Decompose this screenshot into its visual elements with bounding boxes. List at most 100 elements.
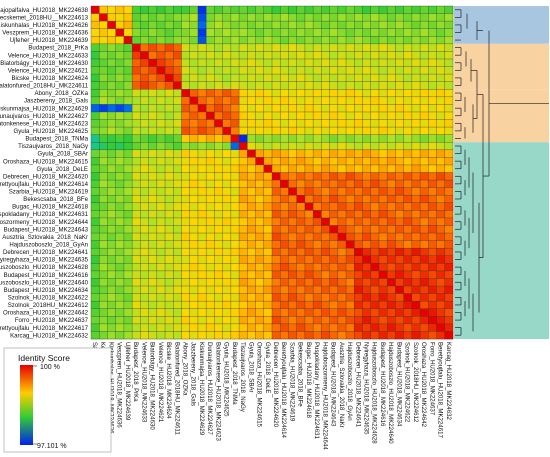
heatmap-cell: [420, 36, 429, 45]
heatmap-cell: [420, 58, 429, 67]
heatmap-cell: [239, 13, 248, 22]
heatmap-cell: [378, 43, 388, 52]
heatmap-cell: [362, 225, 372, 234]
heatmap-cell: [148, 43, 158, 52]
heatmap-cell: [387, 127, 396, 135]
heatmap-cell: [206, 134, 215, 143]
heatmap-cell: [123, 240, 133, 249]
heatmap-cell: [115, 187, 125, 196]
heatmap-cell: [115, 210, 125, 219]
dendrogram: [454, 6, 549, 339]
heatmap-cell: [304, 202, 314, 211]
heatmap-cell: [132, 195, 141, 204]
heatmap-cell: [288, 286, 297, 294]
heatmap-cell: [132, 323, 141, 332]
heatmap-cell: [378, 157, 388, 166]
heatmap-cell: [329, 240, 339, 249]
heatmap-cell: [255, 286, 265, 294]
heatmap-cell: [313, 119, 322, 128]
heatmap-cell: [99, 21, 108, 30]
heatmap-cell: [230, 331, 240, 340]
heatmap-cell: [247, 28, 256, 37]
heatmap-cell: [91, 308, 100, 317]
heatmap-cell: [148, 58, 158, 67]
heatmap-cell: [321, 74, 330, 82]
column-label: Berettyoujfalu_HU2018_MK224614: [280, 342, 287, 438]
heatmap-cell: [214, 89, 223, 98]
heatmap-cell: [181, 202, 191, 211]
heatmap-cell: [403, 278, 413, 287]
heatmap-cell: [436, 111, 446, 120]
heatmap-cell: [132, 225, 141, 234]
heatmap-cell: [313, 89, 322, 98]
heatmap-cell: [436, 202, 446, 211]
heatmap-cell: [189, 172, 199, 181]
heatmap-cell: [288, 263, 297, 272]
heatmap-cell: [148, 180, 158, 188]
heatmap-cell: [148, 157, 158, 166]
heatmap-cell: [387, 89, 396, 98]
heatmap-cell: [222, 6, 232, 14]
heatmap-cell: [165, 142, 174, 151]
heatmap-cell: [378, 187, 388, 196]
heatmap-cell: [280, 6, 289, 14]
heatmap-cell: [288, 210, 297, 219]
heatmap-cell: [288, 225, 297, 234]
heatmap-cell: [288, 217, 297, 226]
heatmap-cell: [181, 74, 191, 82]
heatmap-cell: [99, 13, 108, 22]
heatmap-cell: [222, 301, 232, 310]
heatmap-cell: [230, 240, 240, 249]
heatmap-cell: [272, 96, 281, 105]
heatmap-cell: [337, 127, 347, 135]
heatmap-cell: [288, 104, 297, 113]
heatmap-cell: [362, 74, 372, 82]
heatmap-cell: [362, 278, 372, 287]
heatmap-cell: [387, 270, 396, 279]
heatmap-cell: [370, 81, 380, 90]
heatmap-cell: [206, 286, 215, 294]
heatmap-cell: [395, 134, 404, 143]
heatmap-cell: [272, 255, 281, 264]
heatmap-cell: [420, 74, 429, 82]
heatmap-cell: [230, 157, 240, 166]
heatmap-cell: [313, 255, 322, 264]
heatmap-cell: [148, 202, 158, 211]
heatmap-cell: [247, 111, 256, 120]
heatmap-cell: [329, 81, 339, 90]
heatmap-cell: [148, 225, 158, 234]
heatmap-cell: [403, 51, 413, 60]
heatmap-cell: [280, 278, 289, 287]
heatmap-cell: [321, 278, 330, 287]
heatmap-cell: [428, 74, 437, 82]
heatmap-cell: [378, 248, 388, 257]
heatmap-cell: [296, 225, 306, 234]
heatmap-cell: [411, 142, 421, 151]
heatmap-cell: [370, 263, 380, 272]
heatmap-cell: [304, 195, 314, 204]
heatmap-cell: [280, 21, 289, 30]
heatmap-cell: [370, 28, 380, 37]
heatmap-cell: [189, 28, 199, 37]
heatmap-cell: [444, 21, 454, 30]
heatmap-cell: [165, 104, 174, 113]
heatmap-cell: [329, 210, 339, 219]
heatmap-cell: [230, 270, 240, 279]
heatmap-cell: [444, 202, 454, 211]
heatmap-cell: [181, 127, 191, 135]
heatmap-cell: [337, 293, 347, 302]
heatmap-cell: [140, 240, 149, 249]
column-label: Bicske_HU2018_MK224624: [165, 342, 172, 419]
heatmap-cell: [91, 195, 100, 204]
heatmap-cell: [436, 240, 446, 249]
heatmap-cell: [247, 263, 256, 272]
heatmap-cell: [411, 43, 421, 52]
column-label: Abony_2018_OZKa: [182, 342, 189, 396]
heatmap-cell: [428, 89, 437, 98]
colorbar-max-label: 100 %: [40, 364, 60, 371]
heatmap-cell: [123, 255, 133, 264]
heatmap-cell: [148, 248, 158, 257]
heatmap-cell: [230, 134, 240, 143]
heatmap-cell: [230, 210, 240, 219]
